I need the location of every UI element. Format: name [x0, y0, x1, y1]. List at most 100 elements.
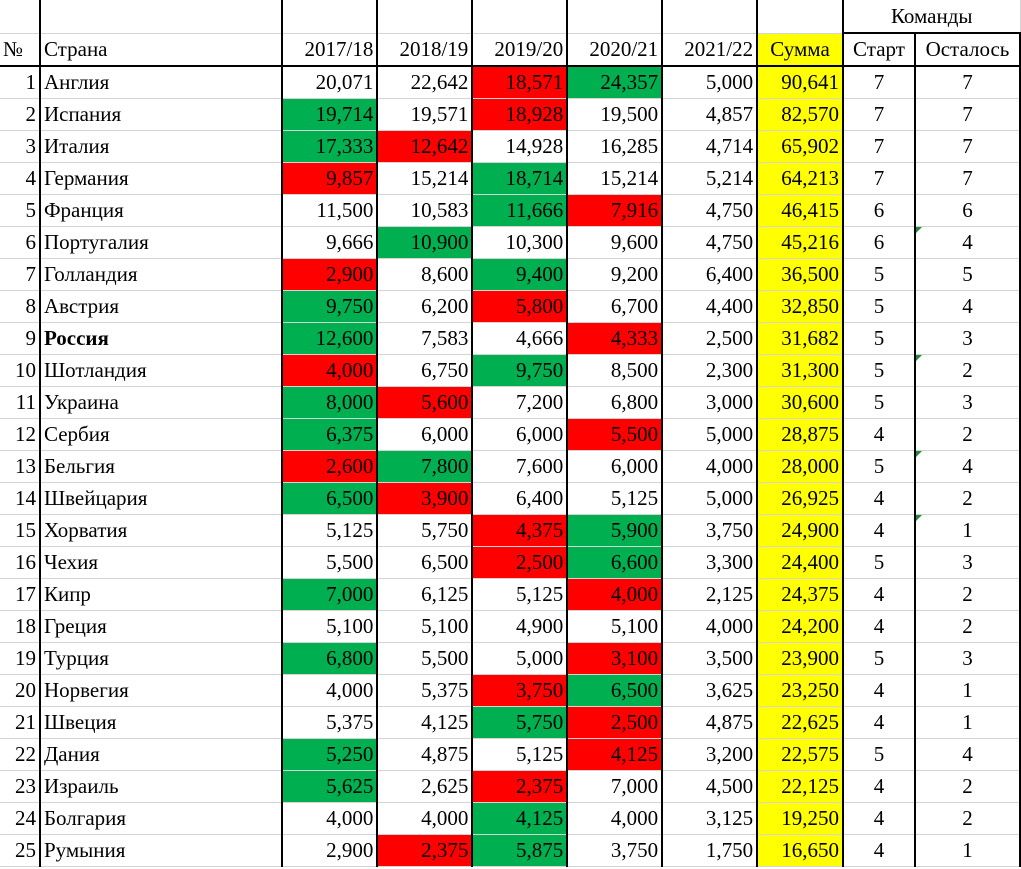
season-value-cell[interactable]: 22,642 — [377, 66, 474, 99]
sum-cell[interactable]: 23,900 — [757, 642, 844, 675]
season-value-cell[interactable]: 6,000 — [567, 450, 664, 483]
season-value-cell[interactable]: 6,200 — [377, 290, 474, 323]
remaining-teams-cell[interactable]: 5 — [914, 258, 1021, 291]
remaining-teams-cell[interactable]: 4 — [914, 290, 1021, 323]
start-teams-cell[interactable]: 4 — [843, 706, 916, 739]
sum-header[interactable]: Сумма — [757, 33, 844, 67]
season-value-cell[interactable]: 4,666 — [472, 322, 569, 355]
season-value-cell[interactable]: 4,900 — [472, 610, 569, 643]
season-value-cell[interactable]: 9,400 — [472, 258, 569, 291]
country-cell[interactable]: Греция — [39, 610, 284, 643]
season-value-cell[interactable]: 7,000 — [567, 770, 664, 803]
sum-cell[interactable]: 16,650 — [757, 834, 844, 867]
row-number-cell[interactable]: 21 — [0, 706, 41, 739]
sum-cell[interactable]: 24,200 — [757, 610, 844, 643]
season-value-cell[interactable]: 4,000 — [567, 802, 664, 835]
season-value-cell[interactable]: 6,375 — [282, 418, 379, 451]
remaining-teams-cell[interactable]: 7 — [914, 66, 1021, 99]
season-value-cell[interactable]: 19,500 — [567, 98, 664, 131]
season-value-cell[interactable]: 2,625 — [377, 770, 474, 803]
remaining-teams-cell[interactable]: 2 — [914, 354, 1021, 387]
season-value-cell[interactable]: 5,100 — [377, 610, 474, 643]
season-value-cell[interactable]: 3,750 — [567, 834, 664, 867]
sum-cell[interactable]: 90,641 — [757, 66, 844, 99]
remaining-teams-cell[interactable]: 7 — [914, 130, 1021, 163]
season-value-cell[interactable]: 8,500 — [567, 354, 664, 387]
season-value-cell[interactable]: 16,285 — [567, 130, 664, 163]
start-teams-cell[interactable]: 4 — [843, 770, 916, 803]
row-number-cell[interactable]: 14 — [0, 482, 41, 515]
season-value-cell[interactable]: 4,750 — [662, 194, 759, 227]
season-value-cell[interactable]: 5,875 — [472, 834, 569, 867]
country-cell[interactable]: Италия — [39, 130, 284, 163]
remaining-teams-cell[interactable]: 1 — [914, 674, 1021, 707]
start-teams-cell[interactable]: 6 — [843, 226, 916, 259]
remaining-teams-cell[interactable]: 1 — [914, 706, 1021, 739]
row-number-cell[interactable]: 23 — [0, 770, 41, 803]
season-value-cell[interactable]: 4,714 — [662, 130, 759, 163]
season-value-cell[interactable]: 7,800 — [377, 450, 474, 483]
country-cell[interactable]: Израиль — [39, 770, 284, 803]
start-teams-cell[interactable]: 5 — [843, 738, 916, 771]
sum-cell[interactable]: 31,682 — [757, 322, 844, 355]
season-value-cell[interactable]: 5,000 — [472, 642, 569, 675]
season-value-cell[interactable]: 4,000 — [282, 354, 379, 387]
sum-cell[interactable]: 32,850 — [757, 290, 844, 323]
season-value-cell[interactable]: 5,000 — [662, 418, 759, 451]
start-teams-cell[interactable]: 5 — [843, 546, 916, 579]
country-cell[interactable]: Англия — [39, 66, 284, 99]
season-value-cell[interactable]: 3,100 — [567, 642, 664, 675]
season-value-cell[interactable]: 4,400 — [662, 290, 759, 323]
sum-cell[interactable]: 82,570 — [757, 98, 844, 131]
season-value-cell[interactable]: 3,750 — [472, 674, 569, 707]
season-value-cell[interactable]: 5,214 — [662, 162, 759, 195]
row-number-cell[interactable]: 12 — [0, 418, 41, 451]
remaining-teams-cell[interactable]: 4 — [914, 450, 1021, 483]
season-value-cell[interactable]: 20,071 — [282, 66, 379, 99]
season-value-cell[interactable]: 4,875 — [377, 738, 474, 771]
season-value-cell[interactable]: 9,666 — [282, 226, 379, 259]
remaining-teams-cell[interactable]: 2 — [914, 770, 1021, 803]
row-number-cell[interactable]: 1 — [0, 66, 41, 99]
season-value-cell[interactable]: 6,000 — [377, 418, 474, 451]
remaining-teams-cell[interactable]: 4 — [914, 738, 1021, 771]
season-value-cell[interactable]: 10,900 — [377, 226, 474, 259]
remaining-teams-cell[interactable]: 2 — [914, 578, 1021, 611]
remaining-teams-cell[interactable]: 3 — [914, 322, 1021, 355]
start-teams-cell[interactable]: 4 — [843, 514, 916, 547]
season-value-cell[interactable]: 6,500 — [377, 546, 474, 579]
row-number-cell[interactable]: 2 — [0, 98, 41, 131]
start-teams-cell[interactable]: 7 — [843, 130, 916, 163]
start-teams-cell[interactable]: 4 — [843, 834, 916, 867]
season-value-cell[interactable]: 2,600 — [282, 450, 379, 483]
season-value-cell[interactable]: 2,375 — [377, 834, 474, 867]
season-value-cell[interactable]: 7,000 — [282, 578, 379, 611]
start-teams-cell[interactable]: 4 — [843, 610, 916, 643]
start-teams-cell[interactable]: 7 — [843, 66, 916, 99]
season-value-cell[interactable]: 9,857 — [282, 162, 379, 195]
season-value-cell[interactable]: 5,125 — [472, 578, 569, 611]
sum-cell[interactable]: 28,875 — [757, 418, 844, 451]
remaining-teams-cell[interactable]: 2 — [914, 610, 1021, 643]
season-value-cell[interactable]: 15,214 — [567, 162, 664, 195]
season-header[interactable]: 2020/21 — [567, 33, 664, 67]
season-value-cell[interactable]: 3,750 — [662, 514, 759, 547]
season-value-cell[interactable]: 4,750 — [662, 226, 759, 259]
row-number-cell[interactable]: 9 — [0, 322, 41, 355]
sum-cell[interactable]: 22,625 — [757, 706, 844, 739]
cell[interactable] — [377, 0, 474, 34]
country-cell[interactable]: Австрия — [39, 290, 284, 323]
row-number-cell[interactable]: 22 — [0, 738, 41, 771]
start-teams-cell[interactable]: 4 — [843, 578, 916, 611]
cell[interactable] — [282, 0, 379, 34]
season-value-cell[interactable]: 6,700 — [567, 290, 664, 323]
season-value-cell[interactable]: 4,000 — [282, 802, 379, 835]
start-teams-cell[interactable]: 5 — [843, 290, 916, 323]
season-value-cell[interactable]: 5,250 — [282, 738, 379, 771]
row-number-cell[interactable]: 7 — [0, 258, 41, 291]
season-value-cell[interactable]: 6,800 — [282, 642, 379, 675]
number-header[interactable]: № — [0, 33, 41, 67]
season-value-cell[interactable]: 8,000 — [282, 386, 379, 419]
start-teams-cell[interactable]: 4 — [843, 418, 916, 451]
season-value-cell[interactable]: 5,500 — [567, 418, 664, 451]
